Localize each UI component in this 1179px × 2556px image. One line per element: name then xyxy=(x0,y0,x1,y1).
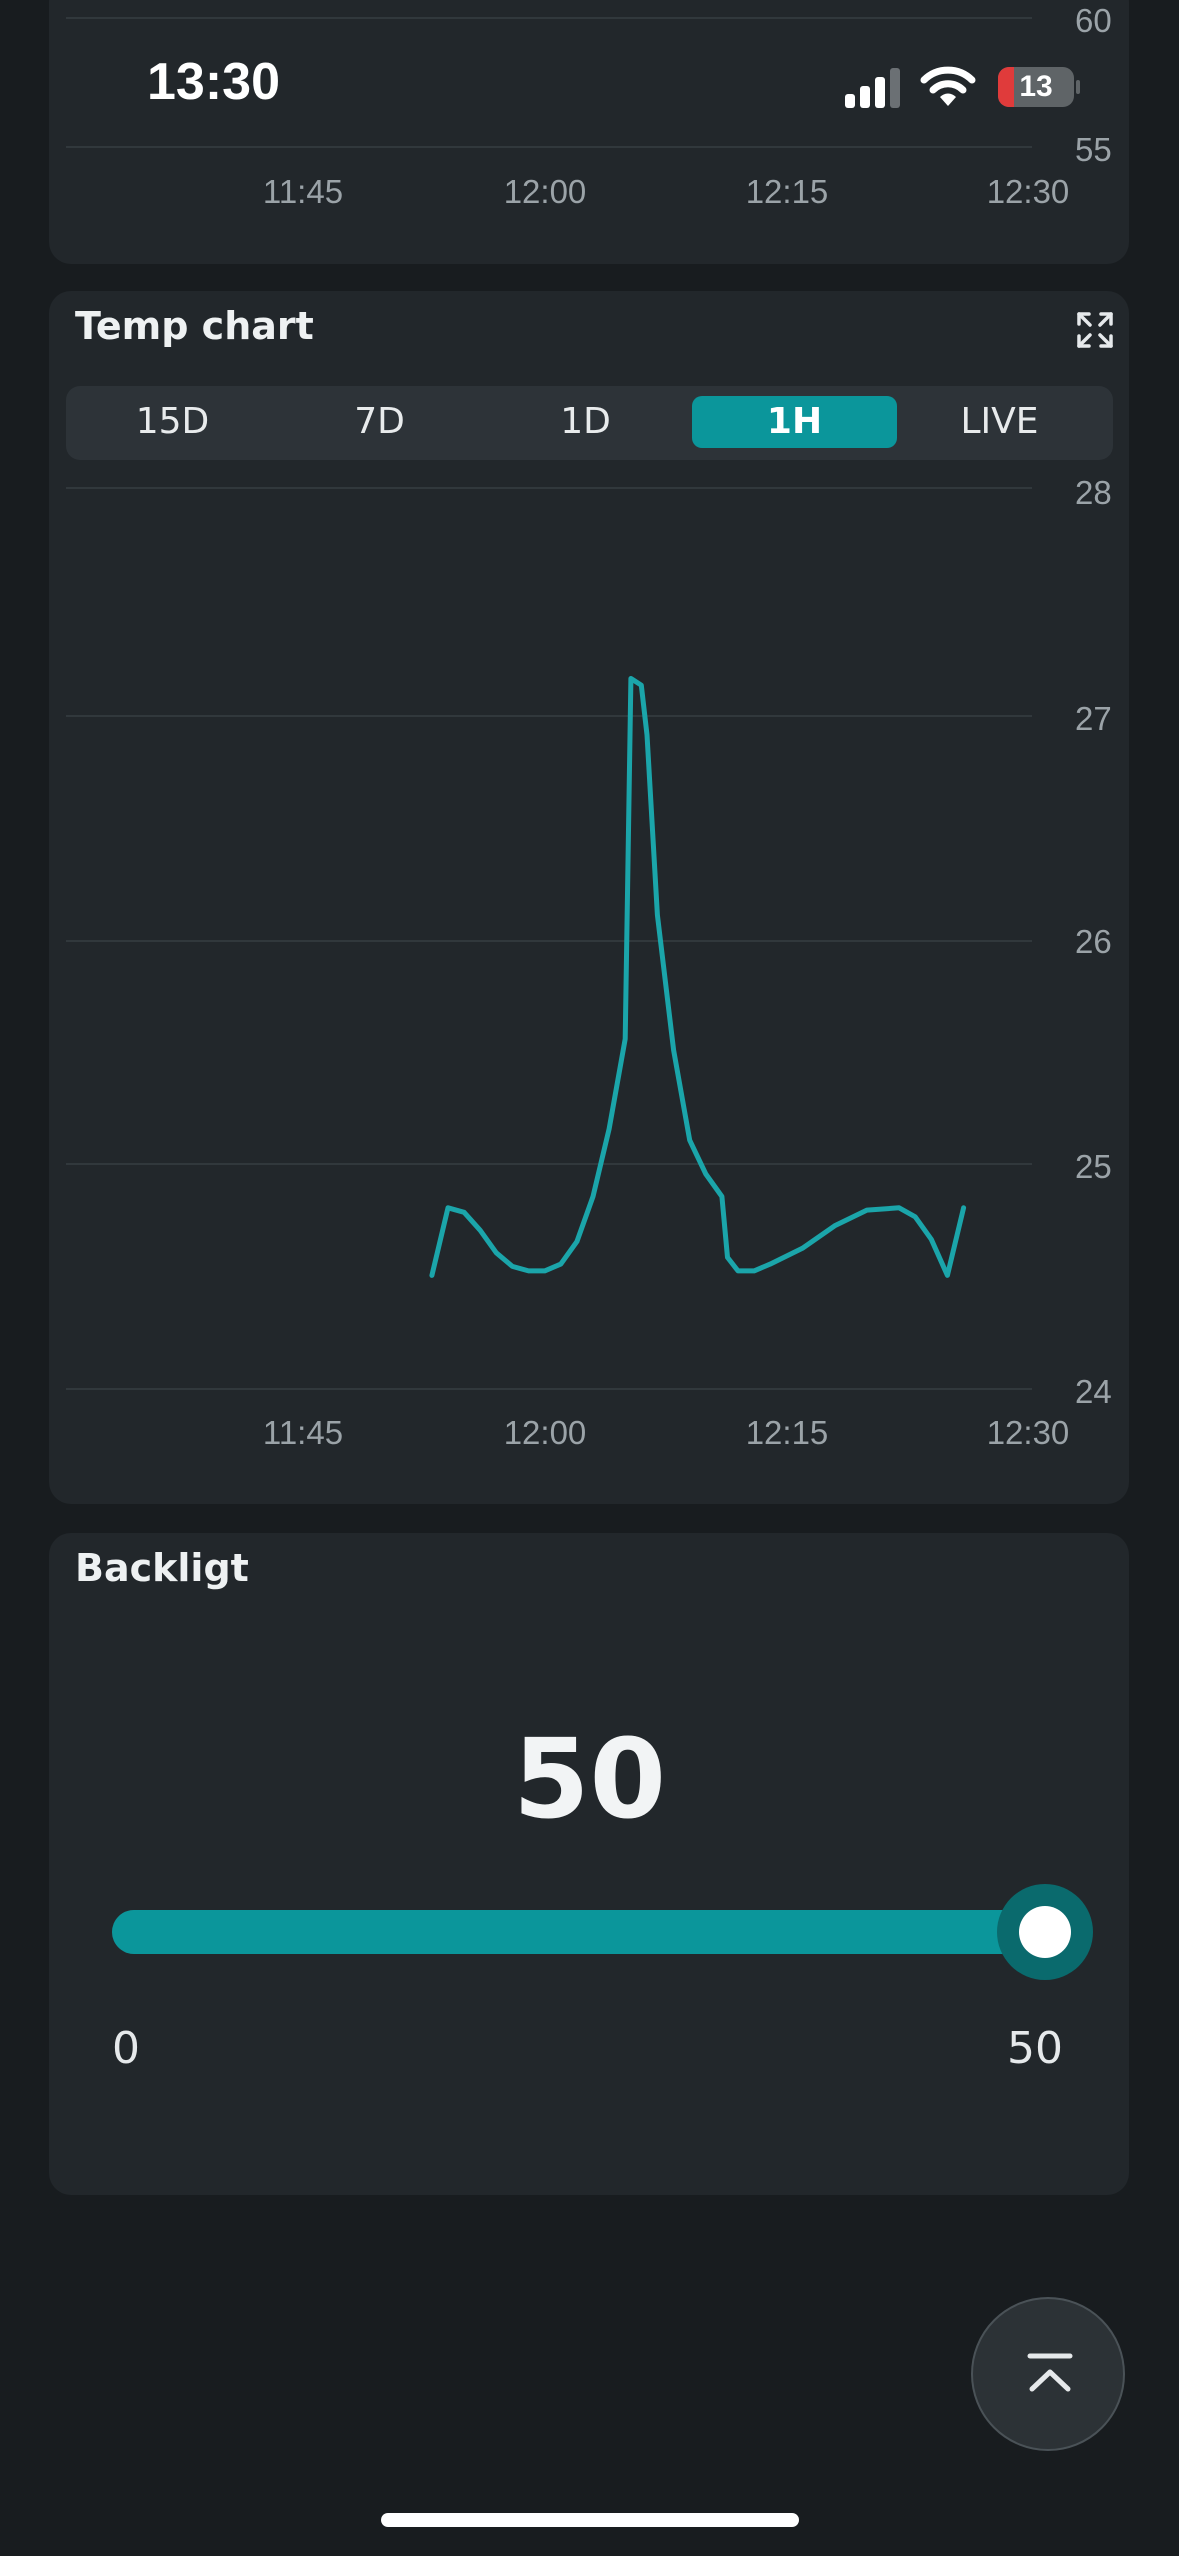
cellular-signal-icon xyxy=(845,68,905,108)
x-tick-label: 11:45 xyxy=(262,1414,344,1451)
humidity-chart-card xyxy=(49,0,1129,264)
chart-gridline xyxy=(66,1163,1032,1165)
x-tick-label: 12:30 xyxy=(986,1414,1070,1451)
x-tick-label: 12:15 xyxy=(745,1414,829,1451)
backlight-slider[interactable] xyxy=(112,1884,1093,1980)
range-selector: 15D 7D 1D 1H LIVE xyxy=(66,386,1113,460)
chevron-up-bar-icon xyxy=(1027,2353,1073,2392)
y-tick-label: 27 xyxy=(1075,700,1112,737)
temp-series-line xyxy=(429,676,967,1278)
y-tick-label: 26 xyxy=(1075,923,1112,960)
scroll-to-top-button[interactable] xyxy=(971,2297,1125,2451)
slider-fill xyxy=(112,1910,1045,1954)
range-7d-button[interactable]: 7D xyxy=(354,401,405,442)
temp-chart-card xyxy=(49,291,1129,1504)
chart-gridline xyxy=(66,487,1032,489)
backlight-card xyxy=(49,1533,1129,2195)
slider-thumb[interactable] xyxy=(997,1884,1093,1980)
battery-level: 13 xyxy=(1019,70,1053,103)
top-x-tick: 12:15 xyxy=(745,173,829,210)
backlight-title: Backligt xyxy=(75,1546,249,1590)
top-chart-gridline xyxy=(66,17,1032,19)
backlight-value: 50 xyxy=(512,1715,667,1843)
chart-gridline xyxy=(66,715,1032,717)
top-y-tick: 60 xyxy=(1075,2,1112,39)
range-live-button[interactable]: LIVE xyxy=(960,401,1039,442)
top-y-tick: 55 xyxy=(1075,131,1112,168)
top-x-tick: 12:00 xyxy=(503,173,587,210)
y-tick-label: 28 xyxy=(1075,474,1112,511)
top-x-tick: 12:30 xyxy=(986,173,1070,210)
slider-min-label: 0 xyxy=(112,2023,140,2074)
chart-gridline xyxy=(66,940,1032,942)
top-x-tick: 11:45 xyxy=(262,173,344,210)
wifi-icon xyxy=(920,64,976,108)
battery-icon: 13 xyxy=(998,67,1080,107)
temp-chart-title: Temp chart xyxy=(75,304,314,348)
slider-max-label: 50 xyxy=(1007,2023,1063,2074)
y-tick-label: 24 xyxy=(1075,1373,1112,1410)
top-chart-gridline xyxy=(66,146,1032,148)
status-time: 13:30 xyxy=(147,53,280,111)
x-tick-label: 12:00 xyxy=(503,1414,587,1451)
range-1h-button[interactable]: 1H xyxy=(692,396,897,448)
range-1d-button[interactable]: 1D xyxy=(560,401,611,442)
chart-gridline xyxy=(66,1388,1032,1390)
temp-line-chart xyxy=(429,676,967,1278)
home-indicator xyxy=(381,2513,799,2527)
y-tick-label: 25 xyxy=(1075,1148,1112,1185)
range-15d-button[interactable]: 15D xyxy=(135,401,210,442)
expand-icon[interactable] xyxy=(1076,311,1114,349)
